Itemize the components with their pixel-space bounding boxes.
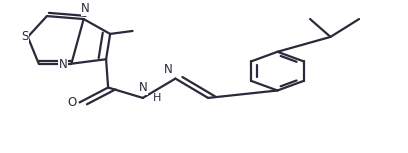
- Text: S: S: [21, 30, 28, 43]
- Text: H: H: [153, 93, 162, 103]
- Text: N: N: [59, 58, 67, 71]
- Text: N: N: [138, 81, 147, 94]
- Text: N: N: [81, 2, 90, 15]
- Text: O: O: [67, 96, 76, 109]
- Text: N: N: [164, 63, 172, 76]
